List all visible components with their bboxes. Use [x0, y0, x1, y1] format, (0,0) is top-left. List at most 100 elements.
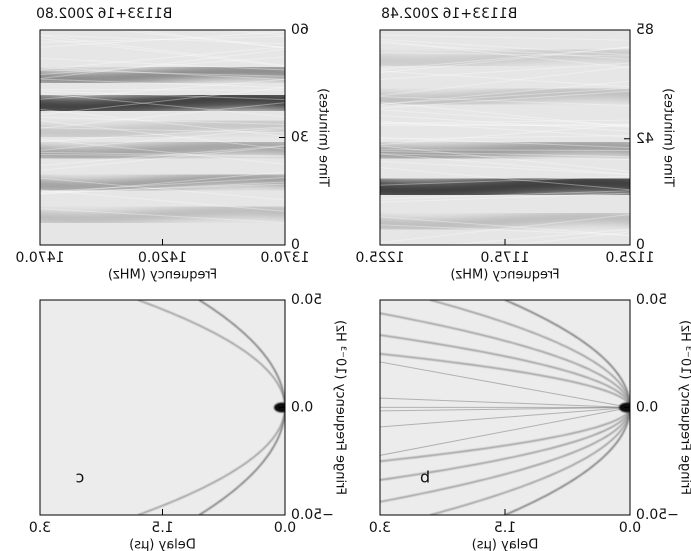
streak — [40, 181, 285, 195]
streak — [40, 35, 285, 43]
arc — [380, 300, 630, 515]
streak — [40, 153, 285, 157]
y-axis-label: Fringe Frequency (10⁻³ Hz) — [333, 320, 348, 495]
streak — [40, 31, 285, 48]
y-tick-label: 85 — [636, 22, 654, 38]
streak — [380, 109, 630, 127]
streak — [40, 38, 285, 67]
y-tick-label: 42 — [636, 131, 654, 147]
streak — [40, 176, 285, 193]
streak — [380, 153, 630, 175]
y-tick-label: 0 — [291, 237, 300, 253]
streak — [380, 123, 630, 146]
y-tick-label: −50.0 — [291, 507, 334, 523]
x-axis-label: Delay (μs) — [472, 538, 539, 551]
arc — [429, 300, 630, 515]
streak — [40, 69, 285, 77]
arc — [198, 300, 285, 515]
band — [40, 89, 285, 117]
streak — [40, 78, 285, 100]
streak — [380, 145, 630, 172]
band — [380, 171, 630, 202]
x-tick-label: 1470.0 — [16, 250, 65, 266]
ray — [380, 361, 630, 408]
x-tick-label: 1125.0 — [606, 250, 655, 266]
streak — [40, 30, 285, 49]
streak — [380, 153, 630, 161]
streak — [40, 171, 285, 195]
streak — [380, 52, 630, 57]
streak — [40, 138, 285, 165]
band — [380, 139, 630, 162]
streak — [380, 122, 630, 128]
band — [380, 213, 630, 230]
streak — [380, 167, 630, 191]
panel-letter: b — [420, 468, 430, 487]
streak — [40, 116, 285, 126]
streak — [380, 119, 630, 124]
streak — [380, 46, 630, 74]
streak — [40, 127, 285, 151]
streak — [380, 38, 630, 56]
streak — [40, 86, 285, 116]
band — [40, 66, 285, 84]
streak — [40, 88, 285, 91]
streak — [40, 127, 285, 134]
band — [40, 206, 285, 223]
streak — [380, 66, 630, 97]
panel-title: B1133+16 — [443, 6, 518, 22]
y-tick-label: 30 — [291, 130, 309, 146]
panel-letter: c — [76, 468, 85, 487]
streak — [380, 62, 630, 80]
streak — [40, 30, 285, 36]
y-tick-label: −50.0 — [636, 507, 679, 523]
ray — [380, 407, 630, 412]
streak — [40, 57, 285, 71]
streak — [40, 189, 285, 212]
streak — [380, 46, 630, 71]
band — [380, 87, 630, 106]
streak — [40, 144, 285, 166]
y-axis-label: Time (minutes) — [316, 88, 331, 188]
streak — [40, 56, 285, 75]
y-tick-label: 60 — [291, 22, 309, 38]
streak — [380, 150, 630, 158]
streak — [380, 216, 630, 236]
arc — [380, 300, 630, 515]
streak — [40, 177, 285, 201]
streak — [380, 224, 630, 236]
streak — [40, 66, 285, 81]
streak — [380, 160, 630, 175]
streak — [380, 114, 630, 132]
x-tick-label: 1370.0 — [261, 250, 310, 266]
x-tick-label: 0.0 — [619, 520, 641, 536]
streak — [380, 231, 630, 245]
image — [380, 30, 630, 245]
x-tick-label: 1.5 — [494, 520, 516, 536]
streak — [40, 151, 285, 157]
x-tick-label: 3.0 — [369, 520, 391, 536]
y-tick-label: 50.0 — [291, 292, 322, 308]
streak — [380, 136, 630, 149]
x-tick-label: 0.0 — [274, 520, 296, 536]
streak — [380, 190, 630, 200]
streak — [40, 30, 285, 49]
band — [40, 173, 285, 192]
x-axis-label: Frequency (MHz) — [108, 268, 217, 283]
ray — [380, 407, 630, 456]
y-tick-label: 50.0 — [636, 292, 667, 308]
panel-subtitle: 2002.80 — [36, 6, 94, 22]
x-tick-label: 1225.0 — [356, 250, 405, 266]
streak — [380, 34, 630, 41]
streak — [380, 120, 630, 138]
streak — [40, 108, 285, 137]
streak — [380, 175, 630, 186]
streak — [380, 101, 630, 128]
streak — [380, 90, 630, 109]
streak — [40, 92, 285, 118]
streak — [40, 120, 285, 150]
streak — [380, 214, 630, 244]
band — [40, 120, 285, 137]
image — [40, 300, 285, 515]
